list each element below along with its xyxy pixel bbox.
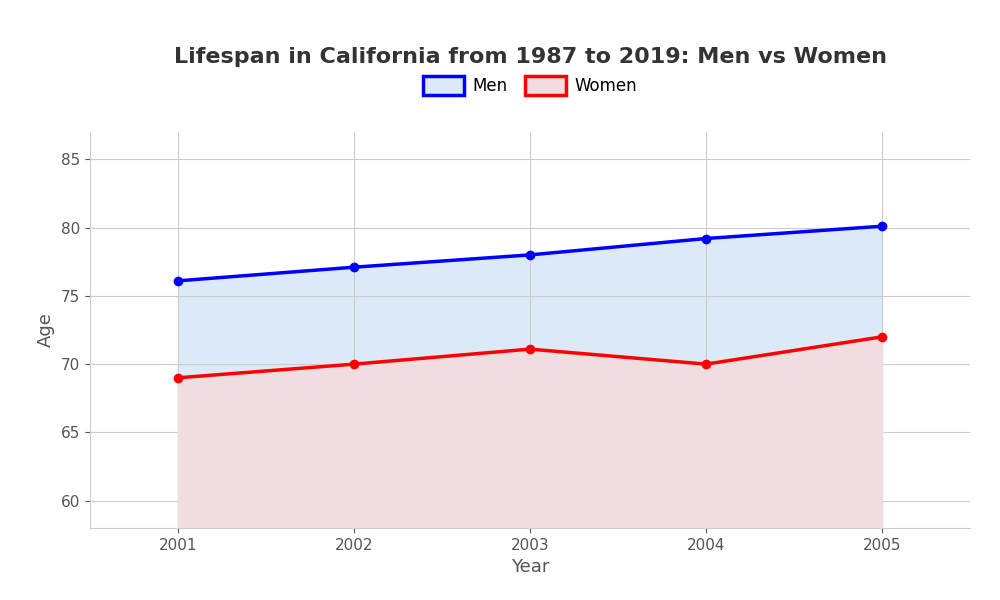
Men: [172, 277, 184, 284]
Line: Women: Women: [174, 332, 886, 382]
Men: [524, 251, 536, 259]
Women: [876, 333, 888, 340]
Women: [172, 374, 184, 382]
Women: [348, 361, 360, 368]
Women: [700, 361, 712, 368]
Title: Lifespan in California from 1987 to 2019: Men vs Women: Lifespan in California from 1987 to 2019…: [174, 47, 887, 67]
Legend: Men, Women: Men, Women: [416, 69, 644, 101]
Women: [524, 346, 536, 353]
X-axis label: Year: Year: [511, 558, 549, 576]
Men: [700, 235, 712, 242]
Y-axis label: Age: Age: [37, 313, 55, 347]
Line: Men: Men: [174, 222, 886, 285]
Men: [348, 263, 360, 271]
Men: [876, 223, 888, 230]
